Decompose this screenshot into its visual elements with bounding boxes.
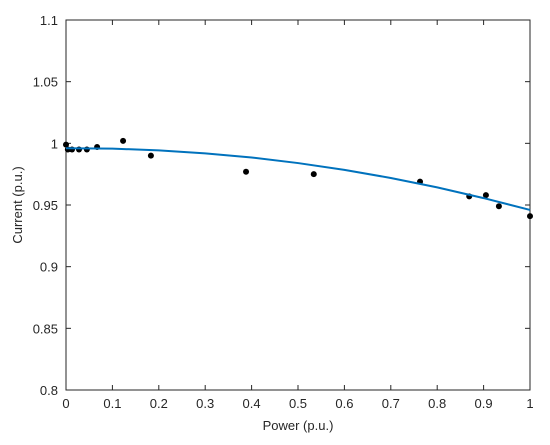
x-tick-label: 0.4 [243,396,261,411]
y-tick-label: 1.1 [40,13,58,28]
x-tick-label: 0.2 [150,396,168,411]
data-point [482,192,489,199]
data-point [63,141,69,148]
y-axis-label: Current (p.u.) [10,166,25,243]
data-point [495,203,502,210]
x-tick-label: 0.7 [382,396,400,411]
data-point [527,213,533,220]
x-tick-label: 0 [62,396,69,411]
plot-box [65,19,531,391]
data-point [310,171,317,178]
x-tick-label: 0.8 [428,396,446,411]
y-tick-label: 1.05 [33,75,58,90]
data-point [243,168,250,175]
y-tick-label: 0.85 [33,321,58,336]
x-tick-label: 0.9 [475,396,493,411]
fit-line [65,147,531,211]
data-point [147,152,154,159]
x-axis-label: Power (p.u.) [263,418,334,433]
y-tick-label: 0.8 [40,383,58,398]
y-tick-label: 1 [51,136,58,151]
x-tick-label: 0.5 [289,396,307,411]
x-tick-label: 0.1 [103,396,121,411]
x-tick-label: 1 [526,396,533,411]
y-tick-label: 0.95 [33,198,58,213]
data-point [120,137,127,144]
x-tick-label: 0.6 [335,396,353,411]
data-point [83,146,90,153]
y-tick-label: 0.9 [40,260,58,275]
x-tick-label: 0.3 [196,396,214,411]
